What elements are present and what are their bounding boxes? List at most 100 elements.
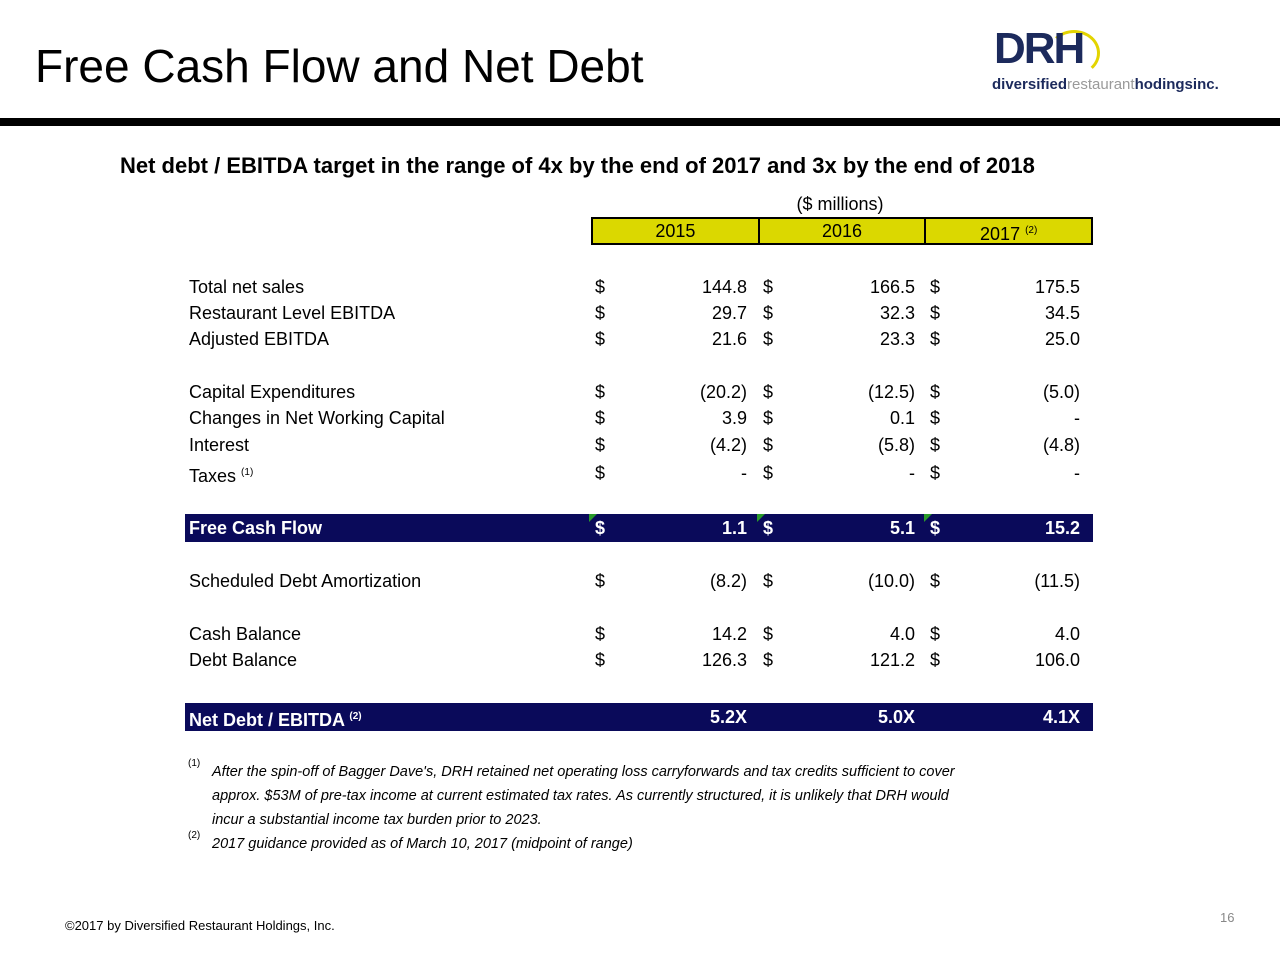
table-row: Total net sales $144.8 $166.5 $175.5 — [185, 274, 1093, 300]
currency-symbol: $ — [930, 571, 941, 591]
row-value: (10.0) — [867, 571, 915, 591]
table-row: Changes in Net Working Capital $3.9 $0.1 $ - — [185, 405, 1093, 431]
currency-symbol: $ — [930, 518, 941, 538]
currency-symbol: $ — [595, 624, 606, 644]
row-label: Changes in Net Working Capital — [189, 408, 445, 428]
currency-symbol: $ — [595, 277, 606, 297]
table-row: Adjusted EBITDA $21.6 $23.3 $25.0 — [185, 326, 1093, 352]
currency-symbol: $ — [595, 408, 606, 428]
title-divider — [0, 118, 1280, 126]
currency-symbol: $ — [595, 303, 606, 323]
row-value: 5.0X — [877, 707, 915, 727]
currency-symbol: $ — [763, 329, 774, 349]
row-value: - — [909, 463, 915, 483]
row-label: Total net sales — [189, 277, 305, 297]
table-row: Debt Balance $126.3 $121.2 $106.0 — [185, 647, 1093, 673]
row-value: 1.1 — [721, 518, 747, 538]
page-number: 16 — [1220, 910, 1235, 925]
row-label: Free Cash Flow — [189, 518, 323, 538]
company-logo: DRH diversifiedrestauranthodingsinc. — [990, 24, 1270, 104]
row-value: (8.2) — [709, 571, 747, 591]
currency-symbol: $ — [930, 408, 941, 428]
row-value: 5.1 — [889, 518, 915, 538]
row-value: 4.0 — [1054, 624, 1080, 644]
currency-symbol: $ — [763, 277, 774, 297]
row-label: Taxes (1) — [189, 466, 254, 486]
currency-symbol: $ — [763, 650, 774, 670]
warning-triangle-icon — [924, 514, 932, 522]
slide-subtitle: Net debt / EBITDA target in the range of… — [120, 153, 1035, 178]
row-value: 4.1X — [1042, 707, 1080, 727]
row-value: - — [741, 463, 747, 483]
currency-symbol: $ — [763, 435, 774, 455]
row-label: Interest — [189, 435, 250, 455]
row-label: Adjusted EBITDA — [189, 329, 330, 349]
year-2015: 2015 — [655, 221, 696, 241]
row-value: 121.2 — [869, 650, 915, 670]
row-value: (5.0) — [1042, 382, 1080, 402]
row-value: 15.2 — [1044, 518, 1080, 538]
currency-symbol: $ — [930, 303, 941, 323]
row-label: Capital Expenditures — [189, 382, 356, 402]
table-row: Taxes (1) $ - $ - $ - — [185, 460, 1093, 486]
footnotes: (1) After the spin-off of Bagger Dave's,… — [188, 758, 955, 856]
logo-wordmark: diversifiedrestauranthodingsinc. — [992, 76, 1219, 93]
row-value: 4.0 — [889, 624, 915, 644]
row-value: 144.8 — [701, 277, 747, 297]
row-value: 5.2X — [709, 707, 747, 727]
currency-symbol: $ — [930, 650, 941, 670]
currency-symbol: $ — [595, 435, 606, 455]
table-row: Capital Expenditures $ (20.2) $ (12.5) $ (5.0) — [185, 379, 1093, 405]
footnote-1: (1) After the spin-off of Bagger Dave's,… — [188, 758, 955, 828]
year-2016: 2016 — [757, 219, 925, 243]
row-value: (4.8) — [1042, 435, 1080, 455]
row-label: Restaurant Level EBITDA — [189, 303, 396, 323]
currency-symbol: $ — [595, 571, 606, 591]
row-value: - — [1074, 408, 1080, 428]
row-value: 0.1 — [889, 408, 915, 428]
currency-symbol: $ — [763, 303, 774, 323]
row-value: (4.2) — [709, 435, 747, 455]
year-header: 2015 2016 2017 (2) — [591, 217, 1093, 245]
page-title: Free Cash Flow and Net Debt — [35, 40, 644, 92]
row-value: 25.0 — [1044, 329, 1080, 349]
row-value: (20.2) — [699, 382, 747, 402]
row-value: 34.5 — [1044, 303, 1080, 323]
row-value: 14.2 — [711, 624, 747, 644]
row-label: Net Debt / EBITDA (2) — [189, 710, 362, 730]
row-value: 106.0 — [1034, 650, 1080, 670]
table-row: Scheduled Debt Amortization $ (8.2) $ (10.0)… — [185, 568, 1093, 594]
units-label: ($ millions) — [796, 194, 884, 214]
row-value: (11.5) — [1034, 571, 1080, 591]
warning-triangle-icon — [589, 514, 597, 522]
row-value: 21.6 — [711, 329, 747, 349]
table-row: Restaurant Level EBITDA $29.7 $32.3 $34.5 — [185, 300, 1093, 326]
row-value: 126.3 — [701, 650, 747, 670]
currency-symbol: $ — [595, 329, 606, 349]
currency-symbol: $ — [763, 408, 774, 428]
logo-brand: DRH — [994, 24, 1085, 73]
currency-symbol: $ — [763, 463, 774, 483]
row-value: 32.3 — [879, 303, 915, 323]
currency-symbol: $ — [595, 650, 606, 670]
row-value: 29.7 — [711, 303, 747, 323]
row-value: (12.5) — [867, 382, 915, 402]
table-row: Interest $ (4.2) $ (5.8) $ (4.8) — [185, 432, 1093, 458]
year-2017: 2017 (2) — [924, 219, 1091, 244]
currency-symbol: $ — [763, 624, 774, 644]
currency-symbol: $ — [595, 518, 606, 538]
row-value: 23.3 — [879, 329, 915, 349]
currency-symbol: $ — [763, 382, 774, 402]
row-value: - — [1074, 463, 1080, 483]
warning-triangle-icon — [757, 514, 765, 522]
copyright: ©2017 by Diversified Restaurant Holdings… — [65, 918, 335, 933]
currency-symbol: $ — [930, 382, 941, 402]
table-row: Cash Balance $14.2 $4.0 $4.0 — [185, 621, 1093, 647]
row-value: 175.5 — [1034, 277, 1080, 297]
row-label: Scheduled Debt Amortization — [189, 571, 422, 591]
table-row: Free Cash Flow $1.1 $5.1 $15.2 — [185, 514, 1093, 542]
currency-symbol: $ — [930, 624, 941, 644]
table-row: Net Debt / EBITDA (2) 5.2X 5.0X 4.1X — [185, 703, 1093, 731]
row-value: (5.8) — [877, 435, 915, 455]
currency-symbol: $ — [930, 463, 941, 483]
